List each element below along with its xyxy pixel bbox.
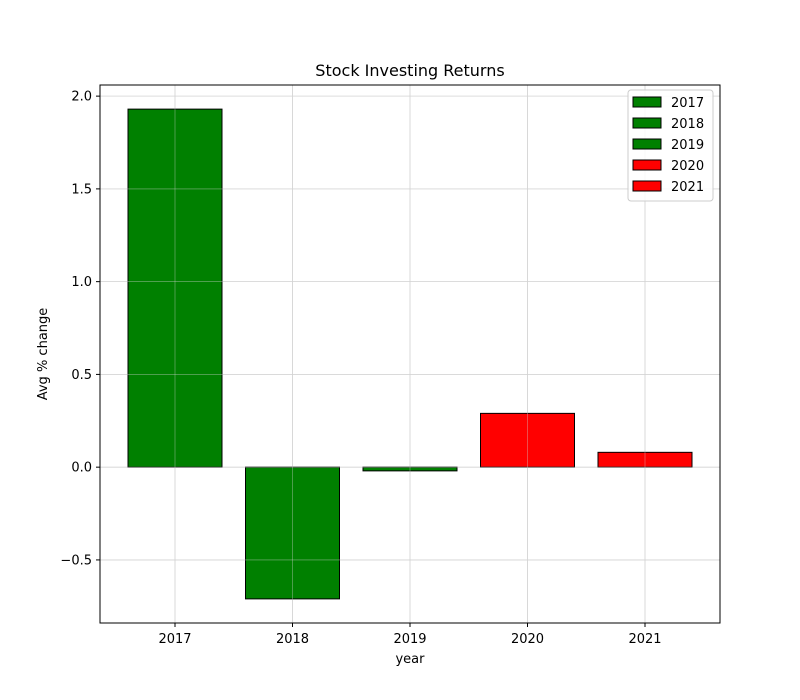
legend-label: 2019 [671, 138, 704, 153]
x-tick-label: 2020 [511, 632, 544, 647]
x-tick-label: 2019 [393, 632, 426, 647]
legend-label: 2017 [671, 96, 704, 111]
legend-label: 2020 [671, 159, 704, 174]
legend-swatch [632, 117, 662, 129]
x-tick-label: 2017 [158, 632, 191, 647]
x-axis-title: year [395, 652, 425, 667]
y-tick-label: 1.5 [71, 182, 92, 197]
y-tick-label: 0.5 [71, 368, 92, 383]
legend: 2017 2018 2019 2020 2021 [627, 89, 714, 202]
y-ticks: −0.5 0.0 0.5 1.0 1.5 2.0 [60, 90, 100, 568]
chart-title: Stock Investing Returns [315, 61, 504, 80]
y-tick-label: −0.5 [60, 553, 92, 568]
legend-swatch [632, 180, 662, 192]
y-tick-label: 2.0 [71, 90, 92, 105]
y-tick-label: 1.0 [71, 275, 92, 290]
x-ticks: 2017 2018 2019 2020 2021 [158, 623, 662, 647]
legend-label: 2021 [671, 180, 704, 195]
x-tick-label: 2021 [628, 632, 661, 647]
legend-swatch [632, 138, 662, 150]
legend-label: 2018 [671, 117, 704, 132]
legend-swatch [632, 96, 662, 108]
legend-swatch [632, 159, 662, 171]
bars [100, 85, 720, 623]
y-axis-title: Avg % change [36, 308, 51, 401]
x-tick-label: 2018 [276, 632, 309, 647]
y-tick-label: 0.0 [71, 461, 92, 476]
